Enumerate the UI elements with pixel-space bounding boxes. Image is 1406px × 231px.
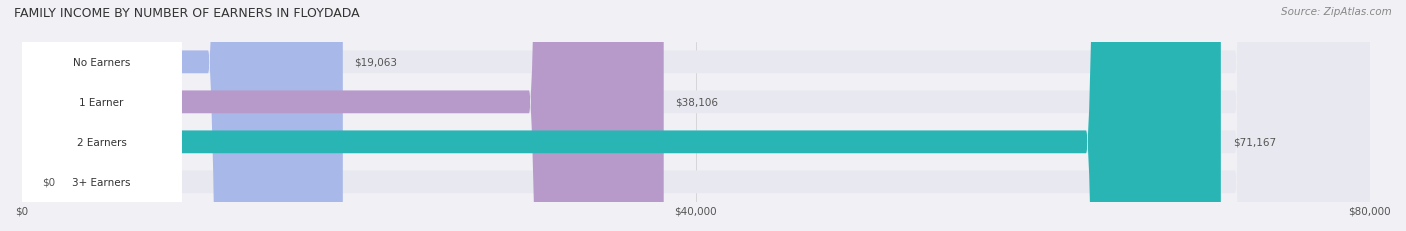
FancyBboxPatch shape <box>21 0 181 231</box>
Text: $0: $0 <box>42 177 55 187</box>
FancyBboxPatch shape <box>21 0 1369 231</box>
Text: $38,106: $38,106 <box>675 97 718 107</box>
Text: 2 Earners: 2 Earners <box>77 137 127 147</box>
FancyBboxPatch shape <box>21 0 1369 231</box>
FancyBboxPatch shape <box>21 0 181 231</box>
Text: $71,167: $71,167 <box>1233 137 1275 147</box>
FancyBboxPatch shape <box>21 0 664 231</box>
Text: Source: ZipAtlas.com: Source: ZipAtlas.com <box>1281 7 1392 17</box>
Text: 1 Earner: 1 Earner <box>79 97 124 107</box>
FancyBboxPatch shape <box>21 0 1220 231</box>
Text: $19,063: $19,063 <box>354 58 398 67</box>
Text: 3+ Earners: 3+ Earners <box>72 177 131 187</box>
FancyBboxPatch shape <box>21 0 181 231</box>
FancyBboxPatch shape <box>21 0 1369 231</box>
FancyBboxPatch shape <box>21 0 343 231</box>
Text: No Earners: No Earners <box>73 58 131 67</box>
FancyBboxPatch shape <box>21 0 181 231</box>
FancyBboxPatch shape <box>21 0 1369 231</box>
Text: FAMILY INCOME BY NUMBER OF EARNERS IN FLOYDADA: FAMILY INCOME BY NUMBER OF EARNERS IN FL… <box>14 7 360 20</box>
